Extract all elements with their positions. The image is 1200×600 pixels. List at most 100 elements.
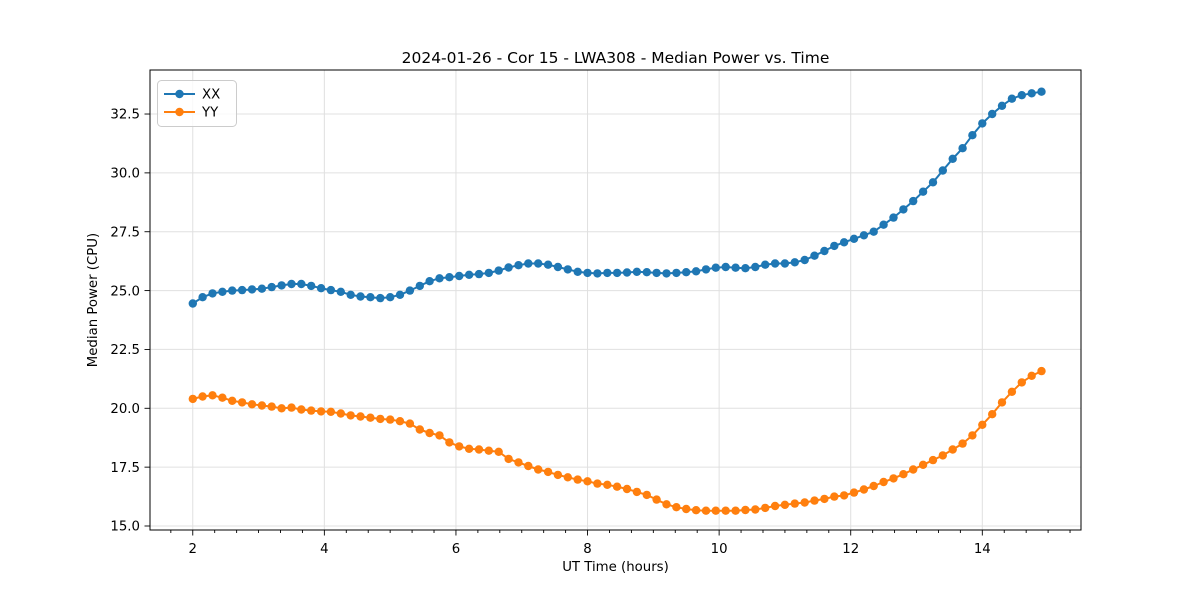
series-XX-marker: [534, 259, 543, 268]
series-YY-marker: [859, 485, 869, 494]
series-XX-marker: [1027, 89, 1036, 98]
series-YY-marker: [464, 444, 474, 453]
x-axis-label: UT Time (hours): [562, 560, 669, 575]
series-YY-marker: [218, 393, 227, 402]
x-tick-label: 2: [189, 542, 197, 557]
legend-label: XX: [202, 88, 220, 103]
series-YY-marker: [909, 465, 918, 474]
series-YY-marker: [632, 487, 642, 497]
series-XX-marker: [988, 109, 997, 119]
series-XX-marker: [425, 277, 434, 286]
series-YY-marker: [534, 465, 543, 474]
series-XX-marker: [701, 265, 711, 274]
series-XX-marker: [721, 262, 730, 272]
series-YY-marker: [691, 506, 701, 515]
series-XX-marker: [603, 268, 612, 278]
series-XX-marker: [287, 279, 296, 289]
series-YY-marker: [899, 470, 908, 479]
legend-marker-sample: [175, 107, 184, 117]
series-YY-marker: [346, 411, 355, 420]
series-XX-marker: [455, 271, 464, 281]
series-XX-marker: [770, 259, 780, 268]
series-YY-marker: [277, 404, 286, 413]
series-YY-marker: [1007, 387, 1017, 396]
y-tick-label: 25.0: [110, 284, 140, 299]
series-XX-marker: [228, 286, 237, 295]
series-YY-marker: [543, 467, 553, 477]
series-YY-marker: [879, 477, 888, 487]
series-XX-marker: [682, 268, 691, 277]
series-XX-marker: [869, 227, 878, 236]
series-XX-marker: [208, 289, 217, 298]
legend-entry-YY: YY: [164, 106, 219, 121]
y-tick-label: 22.5: [110, 343, 140, 358]
series-YY-marker: [435, 431, 444, 440]
series-XX: [188, 87, 1046, 308]
legend-marker-sample: [175, 89, 184, 99]
series-YY-marker: [741, 505, 750, 515]
series-XX-marker: [622, 268, 632, 277]
y-tick-label: 20.0: [110, 402, 140, 417]
series-YY-marker: [563, 473, 572, 482]
series-YY-marker: [1037, 366, 1046, 376]
series-YY-marker: [889, 474, 898, 483]
series-YY-marker: [425, 428, 434, 438]
series-YY-marker: [958, 439, 967, 448]
series-XX-marker: [198, 293, 207, 302]
series-XX-marker: [1037, 87, 1046, 96]
series-XX-marker: [1017, 91, 1026, 100]
series-YY-marker: [612, 482, 622, 491]
series-YY-marker: [484, 446, 493, 455]
series-YY: [188, 366, 1046, 515]
series-XX-marker: [958, 144, 967, 153]
series-YY-marker: [504, 454, 513, 464]
legend-box: [157, 80, 237, 127]
series-YY-marker: [366, 413, 375, 422]
series-YY-marker: [642, 490, 651, 500]
series-YY-marker: [721, 506, 730, 515]
series-YY-marker: [474, 445, 484, 454]
series-YY-marker: [997, 398, 1007, 407]
series-XX-marker: [928, 178, 938, 187]
series-XX-marker: [780, 259, 790, 268]
plot-border: [149, 69, 1082, 531]
series-XX-marker: [918, 187, 928, 196]
series-XX-marker: [751, 262, 760, 272]
series-XX-marker: [247, 285, 257, 294]
series-XX-marker: [484, 268, 493, 278]
tick-labels: 2 4 6 8 10 12 14 15.0 17.5 20.0 22.5 25.0 27.5 30.0 32…: [110, 108, 990, 557]
x-tick-label: 12: [842, 542, 859, 557]
series-XX-marker: [879, 220, 888, 229]
series-XX-marker: [612, 268, 622, 278]
legend-entry-XX: XX: [164, 88, 220, 103]
series-YY-marker: [326, 407, 336, 416]
series-XX-marker: [188, 299, 197, 308]
series-XX-marker: [889, 213, 898, 222]
series-YY-marker: [247, 400, 257, 409]
series-YY-marker: [830, 492, 839, 501]
series-XX-marker: [938, 166, 947, 175]
series-XX-marker: [899, 205, 908, 214]
series-XX-marker: [445, 273, 454, 282]
series-XX-marker: [790, 258, 799, 267]
series-YY-marker: [336, 409, 345, 418]
series-YY-marker: [751, 505, 760, 514]
series-XX-marker: [543, 260, 553, 269]
series-YY-marker: [652, 495, 661, 504]
series-YY-marker: [415, 425, 424, 434]
series-XX-marker: [810, 251, 819, 260]
series-XX-marker: [573, 267, 582, 276]
series-XX-marker: [366, 293, 375, 302]
series-YY-marker: [395, 417, 405, 426]
series-YY-marker: [849, 488, 859, 497]
series-YY-marker: [553, 470, 563, 480]
series-YY-marker: [386, 415, 395, 424]
series-XX-marker: [346, 290, 355, 299]
series-XX-marker: [514, 261, 523, 270]
y-tick-label: 27.5: [110, 225, 140, 240]
series-YY-marker: [968, 431, 977, 440]
x-tick-label: 6: [452, 542, 460, 557]
legend: XX YY: [157, 80, 237, 127]
